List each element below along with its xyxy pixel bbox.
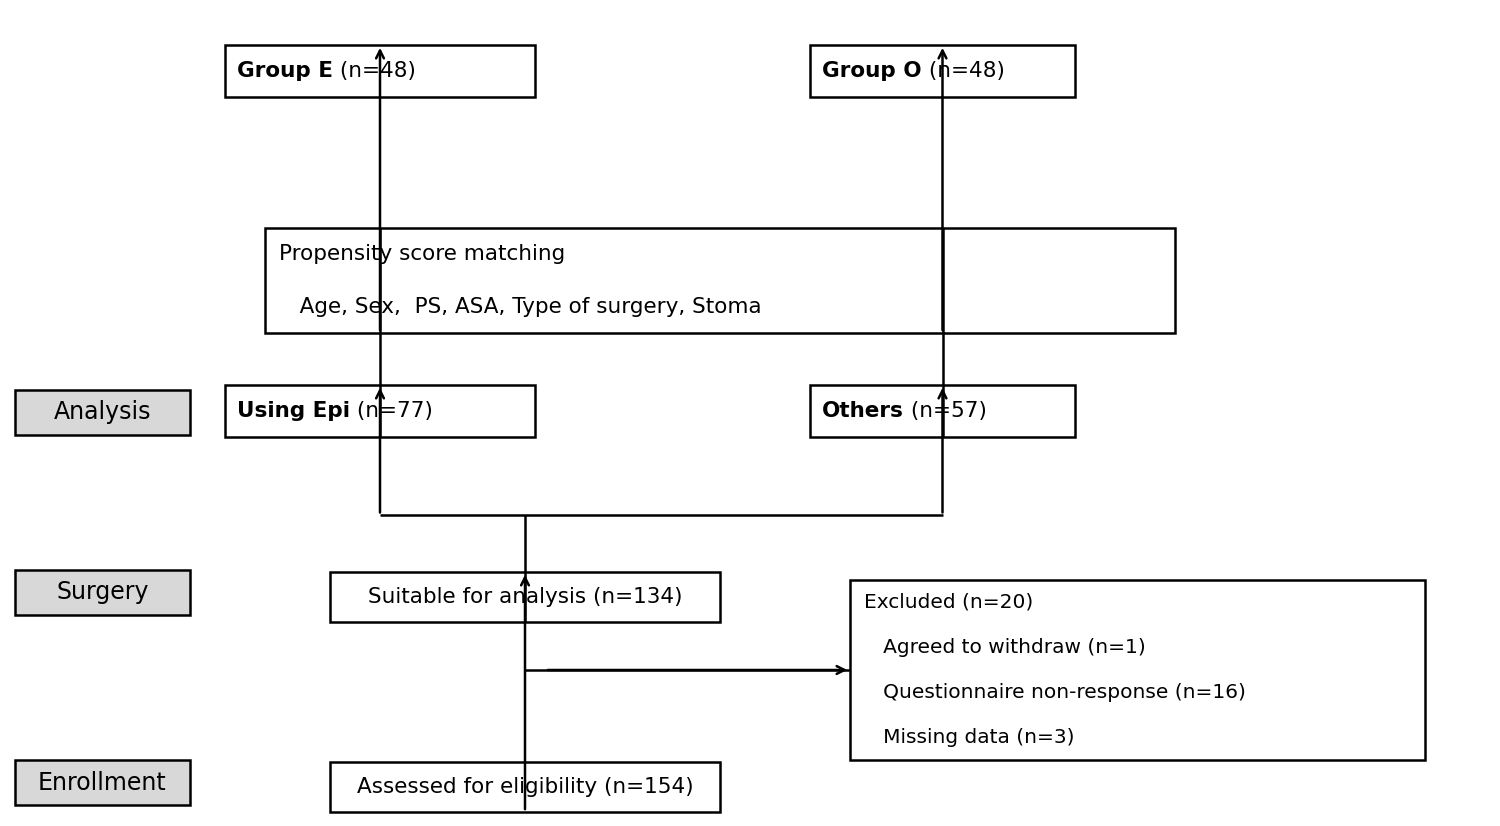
Text: (n=77): (n=77) <box>350 401 433 421</box>
Text: Using Epi: Using Epi <box>237 401 350 421</box>
Bar <box>15 390 190 435</box>
Text: Analysis: Analysis <box>54 401 152 425</box>
Text: Others: Others <box>822 401 904 421</box>
Text: Propensity score matching: Propensity score matching <box>279 244 566 264</box>
Bar <box>15 760 190 805</box>
Bar <box>225 385 536 437</box>
Text: (n=48): (n=48) <box>333 61 416 81</box>
Text: (n=57): (n=57) <box>904 401 987 421</box>
Bar <box>330 762 720 812</box>
Text: Age, Sex,  PS, ASA, Type of surgery, Stoma: Age, Sex, PS, ASA, Type of surgery, Stom… <box>279 297 762 316</box>
Bar <box>810 385 1076 437</box>
Bar <box>330 572 720 622</box>
Text: Assessed for eligibility (n=154): Assessed for eligibility (n=154) <box>357 777 693 797</box>
Text: Enrollment: Enrollment <box>38 771 166 795</box>
Text: Suitable for analysis (n=134): Suitable for analysis (n=134) <box>368 587 682 607</box>
Bar <box>850 580 1425 760</box>
Bar <box>15 570 190 615</box>
Text: Group E: Group E <box>237 61 333 81</box>
Text: Missing data (n=3): Missing data (n=3) <box>864 728 1074 747</box>
Text: (n=48): (n=48) <box>921 61 1005 81</box>
Bar <box>266 228 1174 333</box>
Bar <box>810 45 1076 97</box>
Text: Agreed to withdraw (n=1): Agreed to withdraw (n=1) <box>864 638 1146 657</box>
Text: Questionnaire non-response (n=16): Questionnaire non-response (n=16) <box>864 683 1246 702</box>
Text: Surgery: Surgery <box>57 581 148 605</box>
Bar <box>225 45 536 97</box>
Text: Excluded (n=20): Excluded (n=20) <box>864 593 1033 612</box>
Text: Group O: Group O <box>822 61 921 81</box>
